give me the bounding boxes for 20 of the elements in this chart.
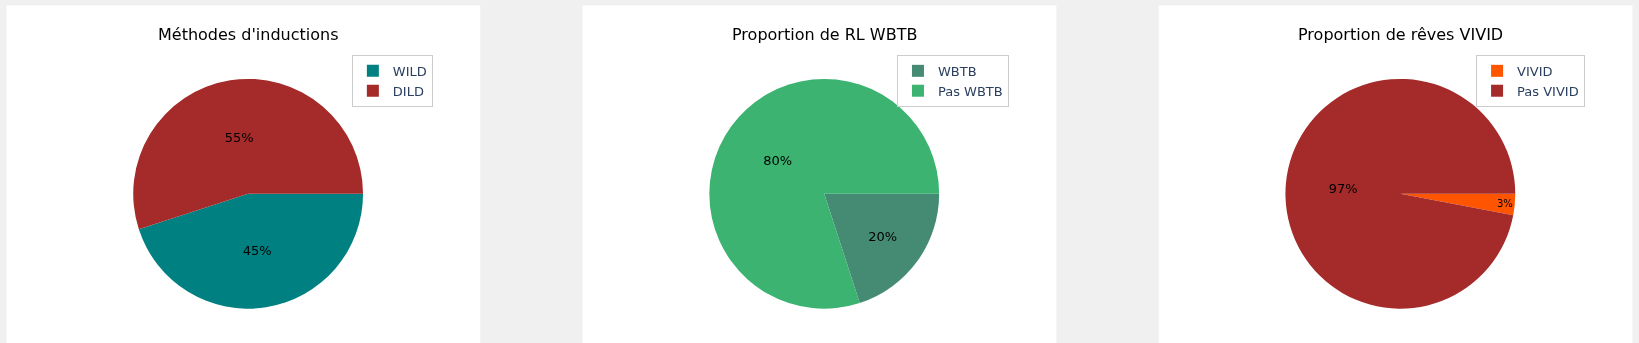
- legend-label: VIVID: [1517, 63, 1553, 79]
- data-label: 20%: [868, 228, 898, 244]
- data-label: 55%: [224, 129, 254, 145]
- pie-slice: [1285, 78, 1516, 309]
- data-label: 45%: [242, 243, 272, 259]
- pie-slice: [709, 78, 940, 309]
- pie-slice: [824, 193, 940, 304]
- data-label: 80%: [763, 152, 793, 168]
- legend-label: DILD: [392, 83, 424, 99]
- legend-label: Pas VIVID: [1517, 83, 1579, 99]
- pie-slice: [133, 78, 364, 230]
- legend-label: WILD: [392, 63, 427, 79]
- legend-label: WBTB: [937, 63, 977, 79]
- legend-label: Pas WBTB: [937, 83, 1003, 99]
- data-label: 97%: [1328, 180, 1358, 196]
- chart-title: Proportion de rêves VIVID: [1298, 25, 1504, 44]
- chart-title: Méthodes d'inductions: [158, 25, 339, 44]
- pie-slice: [138, 193, 364, 309]
- chart-title: Proportion de RL WBTB: [732, 25, 918, 44]
- data-label: 3%: [1496, 198, 1513, 210]
